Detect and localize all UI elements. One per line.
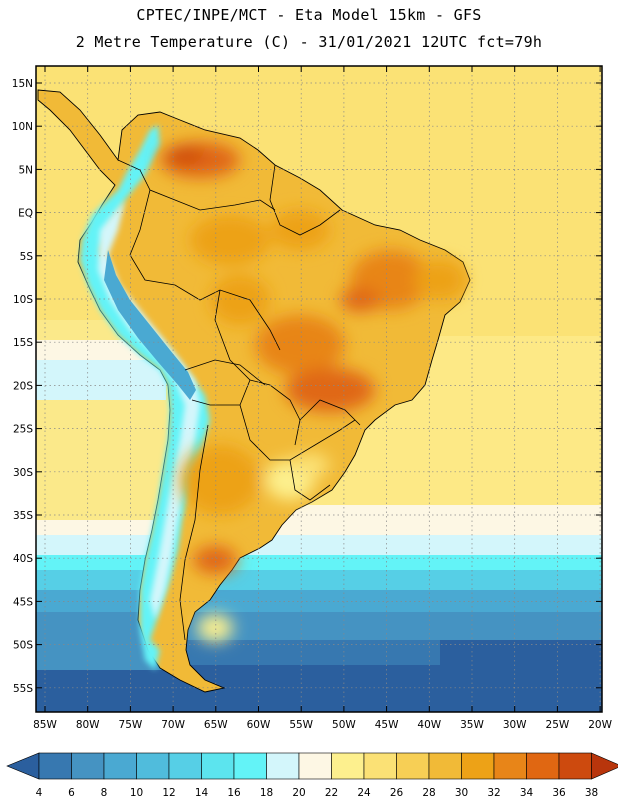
- lon-label: 25W: [546, 719, 570, 731]
- legend-swatch: [331, 752, 365, 780]
- lon-label: 80W: [76, 719, 100, 731]
- map-frame: [35, 65, 603, 713]
- lat-label: 15N: [12, 78, 33, 90]
- legend-tick-label: 8: [101, 787, 108, 799]
- legend-swatch: [298, 752, 332, 780]
- country-borders: [117, 159, 361, 641]
- legend-swatch: [266, 752, 300, 780]
- lon-label: 65W: [204, 719, 228, 731]
- legend-swatch: [363, 752, 397, 780]
- lat-label: EQ: [18, 208, 33, 220]
- lat-label: 50S: [13, 640, 33, 652]
- legend-tick-label: 36: [552, 787, 566, 799]
- lon-label: 85W: [33, 719, 57, 731]
- legend-swatch: [38, 752, 72, 780]
- lat-label: 55S: [13, 683, 33, 695]
- legend-swatch: [71, 752, 105, 780]
- lat-label: 5S: [20, 251, 34, 263]
- lon-label: 20W: [588, 719, 612, 731]
- legend-swatch: [201, 752, 235, 780]
- continent: [37, 89, 471, 693]
- lon-label: 30W: [503, 719, 527, 731]
- latitude-labels: 15N 10N 5N EQ 5S 10S 15S 20S 25S 30S 35S 40S 45S 50S 5…: [12, 78, 34, 695]
- lon-label: 70W: [161, 719, 185, 731]
- legend-tick-label: 34: [520, 787, 534, 799]
- lat-label: 40S: [13, 553, 33, 565]
- lon-label: 45W: [375, 719, 399, 731]
- legend-tick-labels: 4 6 8 10 12 14 16 18 20 22 24 26 28 30 32 34 36 38: [36, 787, 599, 799]
- legend-tick-label: 20: [292, 787, 305, 799]
- legend-tick-label: 30: [455, 787, 468, 799]
- lat-label: 15S: [13, 337, 33, 349]
- lon-label: 60W: [247, 719, 271, 731]
- legend-tick-label: 24: [357, 787, 371, 799]
- lat-label: 5N: [18, 164, 33, 176]
- legend-tick-label: 38: [585, 787, 598, 799]
- legend-swatch: [493, 752, 527, 780]
- legend-swatch: [396, 752, 430, 780]
- legend-swatch: [428, 752, 462, 780]
- legend-swatch: [558, 752, 592, 780]
- temperature-field: [36, 66, 602, 712]
- lon-label: 75W: [119, 719, 143, 731]
- lat-label: 10S: [13, 294, 33, 306]
- lat-label: 45S: [13, 596, 33, 608]
- map-title: CPTEC/INPE/MCT - Eta Model 15km - GFS: [136, 6, 482, 24]
- legend-tick-label: 4: [36, 787, 43, 799]
- color-legend: [6, 752, 618, 780]
- legend-tick-label: 6: [68, 787, 75, 799]
- lon-label: 40W: [417, 719, 441, 731]
- lon-label: 35W: [460, 719, 484, 731]
- lat-label: 10N: [12, 121, 33, 133]
- lon-label: 55W: [289, 719, 313, 731]
- legend-swatch: [6, 752, 40, 780]
- longitude-labels: 85W 80W 75W 70W 65W 60W 55W 50W 45W 40W 35W 30W 25W 2…: [33, 719, 612, 731]
- legend-swatch: [233, 752, 267, 780]
- legend-tick-label: 18: [260, 787, 273, 799]
- lat-label: 35S: [13, 510, 33, 522]
- legend-tick-label: 28: [422, 787, 435, 799]
- legend-swatch: [168, 752, 202, 780]
- legend-tick-label: 22: [325, 787, 338, 799]
- legend-tick-label: 12: [162, 787, 175, 799]
- lon-label: 50W: [332, 719, 356, 731]
- legend-swatch: [526, 752, 560, 780]
- legend-swatch: [461, 752, 495, 780]
- legend-tick-label: 16: [227, 787, 241, 799]
- legend-tick-label: 26: [390, 787, 404, 799]
- legend-swatch: [103, 752, 137, 780]
- lat-label: 30S: [13, 467, 33, 479]
- legend-swatch: [591, 752, 618, 780]
- legend-swatch: [136, 752, 170, 780]
- lat-label: 25S: [13, 424, 33, 436]
- legend-tick-label: 14: [195, 787, 209, 799]
- legend-tick-label: 10: [130, 787, 143, 799]
- legend-tick-label: 32: [487, 787, 500, 799]
- lat-label: 20S: [13, 380, 33, 392]
- axis-ticks: [36, 66, 602, 712]
- map-subtitle: 2 Metre Temperature (C) - 31/01/2021 12U…: [75, 33, 543, 51]
